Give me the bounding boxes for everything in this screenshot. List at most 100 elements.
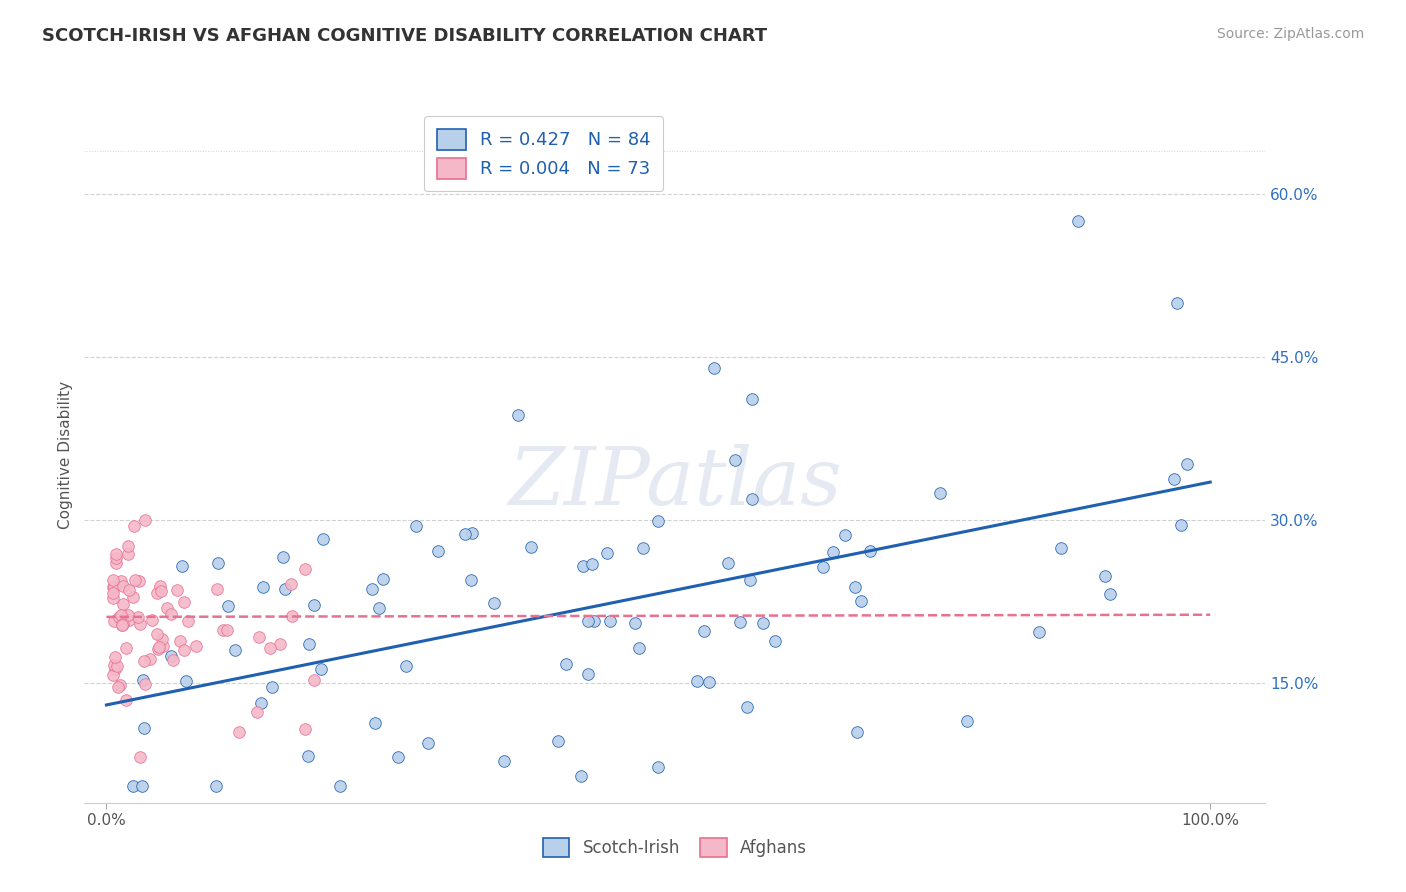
Point xyxy=(1163,472,1185,486)
Point xyxy=(692,624,714,638)
Point xyxy=(294,562,316,576)
Point xyxy=(599,614,621,628)
Point xyxy=(121,590,143,604)
Point xyxy=(132,721,155,735)
Point xyxy=(273,582,295,597)
Point xyxy=(111,579,134,593)
Point xyxy=(101,573,124,587)
Point xyxy=(859,543,882,558)
Point xyxy=(134,677,156,691)
Point xyxy=(103,580,125,594)
Point xyxy=(174,674,197,689)
Point xyxy=(724,453,747,467)
Point xyxy=(117,608,139,623)
Point xyxy=(122,780,145,794)
Point xyxy=(492,755,515,769)
Point xyxy=(212,623,235,637)
Point xyxy=(1170,518,1192,533)
Point xyxy=(555,657,578,672)
Point xyxy=(740,573,762,587)
Point xyxy=(360,582,382,596)
Point xyxy=(108,609,131,624)
Point xyxy=(134,513,156,527)
Point xyxy=(572,559,595,574)
Legend: Scotch-Irish, Afghans: Scotch-Irish, Afghans xyxy=(536,831,814,864)
Text: ZIPatlas: ZIPatlas xyxy=(508,444,842,522)
Point xyxy=(844,580,866,594)
Point xyxy=(273,550,295,565)
Point xyxy=(105,659,128,673)
Point xyxy=(150,632,173,646)
Point xyxy=(280,576,302,591)
Point xyxy=(184,640,207,654)
Point xyxy=(115,693,138,707)
Point xyxy=(170,558,193,573)
Point xyxy=(702,360,724,375)
Point xyxy=(686,673,709,688)
Point xyxy=(262,680,284,694)
Point xyxy=(461,526,484,541)
Point xyxy=(765,634,787,648)
Point xyxy=(114,640,136,655)
Point xyxy=(623,615,645,630)
Point xyxy=(149,579,172,593)
Point xyxy=(834,528,856,542)
Point xyxy=(697,674,720,689)
Point xyxy=(217,623,239,637)
Point xyxy=(596,545,619,559)
Point xyxy=(107,681,129,695)
Point xyxy=(741,491,763,506)
Point xyxy=(152,639,174,653)
Point xyxy=(103,614,125,628)
Point xyxy=(1094,569,1116,583)
Point xyxy=(112,597,135,611)
Point xyxy=(150,584,173,599)
Point xyxy=(103,658,125,673)
Point xyxy=(1098,587,1121,601)
Point xyxy=(281,609,304,624)
Point xyxy=(811,560,834,574)
Point xyxy=(104,547,127,561)
Point xyxy=(112,617,135,632)
Point xyxy=(228,725,250,739)
Point xyxy=(101,667,124,681)
Point xyxy=(122,518,145,533)
Point xyxy=(132,654,155,668)
Point xyxy=(141,613,163,627)
Point xyxy=(250,696,273,710)
Point xyxy=(139,651,162,665)
Point xyxy=(735,700,758,714)
Point xyxy=(460,573,482,587)
Point xyxy=(454,527,477,541)
Point xyxy=(207,556,229,570)
Point xyxy=(368,600,391,615)
Point xyxy=(298,637,321,651)
Point xyxy=(146,642,169,657)
Text: Source: ZipAtlas.com: Source: ZipAtlas.com xyxy=(1216,27,1364,41)
Point xyxy=(128,750,150,764)
Point xyxy=(117,583,139,598)
Point xyxy=(104,550,127,565)
Point xyxy=(104,650,127,665)
Point xyxy=(148,640,170,654)
Point xyxy=(207,582,229,596)
Point xyxy=(717,556,740,570)
Point xyxy=(108,678,131,692)
Point xyxy=(103,591,125,605)
Point xyxy=(309,663,332,677)
Point xyxy=(1067,214,1090,228)
Point xyxy=(160,649,183,664)
Point xyxy=(101,581,124,595)
Point xyxy=(956,714,979,729)
Point xyxy=(581,558,603,572)
Point xyxy=(177,614,200,628)
Point xyxy=(329,780,352,794)
Point xyxy=(1050,541,1073,555)
Point xyxy=(302,599,325,613)
Point xyxy=(520,540,543,554)
Point xyxy=(118,614,141,628)
Point xyxy=(297,749,319,764)
Point xyxy=(146,586,169,600)
Point xyxy=(127,610,149,624)
Point xyxy=(169,634,191,648)
